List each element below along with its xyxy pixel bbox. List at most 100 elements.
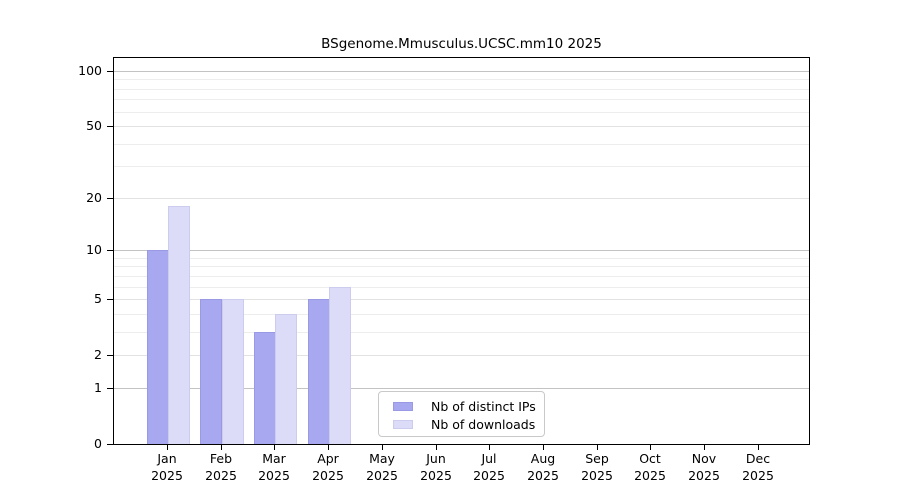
y-tick-mark bbox=[107, 355, 113, 356]
x-axis: Jan 2025 Feb 2025 Mar 2025 Apr 2025 May 2025 Jun 20… bbox=[113, 445, 810, 495]
bar-downloads bbox=[222, 299, 244, 444]
bar-downloads bbox=[168, 206, 190, 444]
gridline bbox=[114, 276, 809, 277]
x-tick-year: 2025 bbox=[312, 467, 344, 483]
x-tick-label: Aug 2025 bbox=[513, 451, 573, 484]
y-tick-mark bbox=[107, 444, 113, 445]
gridline bbox=[114, 332, 809, 333]
y-tick-label: 1 bbox=[94, 380, 102, 395]
x-tick-month: Feb bbox=[209, 451, 233, 466]
gridline bbox=[114, 198, 809, 199]
x-tick-label: Nov 2025 bbox=[674, 451, 734, 484]
x-tick-label: Feb 2025 bbox=[191, 451, 251, 484]
y-tick-label: 5 bbox=[94, 291, 102, 306]
x-tick-mark bbox=[650, 445, 651, 450]
x-tick-month: Aug bbox=[530, 451, 556, 466]
x-tick-mark bbox=[221, 445, 222, 450]
x-tick-year: 2025 bbox=[473, 467, 505, 483]
bar-distinct-ips bbox=[147, 250, 169, 444]
gridline bbox=[114, 287, 809, 288]
bar-distinct-ips bbox=[308, 299, 330, 444]
distinct-ips-swatch-icon bbox=[393, 401, 413, 411]
x-tick-mark bbox=[436, 445, 437, 450]
x-tick-label: Dec 2025 bbox=[728, 451, 788, 484]
y-tick-mark bbox=[107, 126, 113, 127]
x-tick-year: 2025 bbox=[151, 467, 183, 483]
x-tick-month: Jul bbox=[481, 451, 497, 466]
gridline bbox=[114, 99, 809, 100]
legend: Nb of distinct IPs Nb of downloads bbox=[378, 391, 545, 437]
plot-area: Nb of distinct IPs Nb of downloads bbox=[113, 57, 810, 445]
bar-downloads bbox=[329, 287, 351, 444]
x-tick-month: Dec bbox=[745, 451, 771, 466]
x-tick-label: Mar 2025 bbox=[244, 451, 304, 484]
x-tick-mark bbox=[489, 445, 490, 450]
gridline bbox=[114, 250, 809, 251]
y-tick-label: 20 bbox=[86, 190, 102, 205]
gridline bbox=[114, 89, 809, 90]
x-tick-year: 2025 bbox=[420, 467, 452, 483]
x-tick-month: Sep bbox=[585, 451, 609, 466]
x-tick-label: Oct 2025 bbox=[620, 451, 680, 484]
chart-title: BSgenome.Mmusculus.UCSC.mm10 2025 bbox=[321, 36, 602, 52]
x-tick-mark bbox=[382, 445, 383, 450]
y-axis: 0 1 2 5 10 20 50 100 bbox=[0, 57, 113, 451]
x-tick-mark bbox=[274, 445, 275, 450]
y-tick-label: 10 bbox=[86, 242, 102, 257]
x-tick-year: 2025 bbox=[581, 467, 613, 483]
bar-distinct-ips bbox=[254, 332, 276, 444]
x-tick-mark bbox=[328, 445, 329, 450]
gridline bbox=[114, 266, 809, 267]
x-tick-year: 2025 bbox=[366, 467, 398, 483]
x-tick-label: Jan 2025 bbox=[137, 451, 197, 484]
legend-item-downloads: Nb of downloads bbox=[393, 415, 544, 433]
y-tick-label: 2 bbox=[94, 347, 102, 362]
y-tick-label: 0 bbox=[94, 436, 102, 451]
x-tick-month: Jun bbox=[426, 451, 446, 466]
gridline bbox=[114, 126, 809, 127]
y-tick-mark bbox=[107, 299, 113, 300]
gridline bbox=[114, 71, 809, 72]
gridline bbox=[114, 144, 809, 145]
gridline bbox=[114, 79, 809, 80]
x-tick-month: Jan bbox=[157, 451, 177, 466]
gridline bbox=[114, 355, 809, 356]
gridline bbox=[114, 112, 809, 113]
x-tick-year: 2025 bbox=[688, 467, 720, 483]
gridline bbox=[114, 314, 809, 315]
x-tick-year: 2025 bbox=[527, 467, 559, 483]
x-tick-month: Nov bbox=[691, 451, 717, 466]
y-tick-label: 50 bbox=[86, 118, 102, 133]
y-tick-mark bbox=[107, 250, 113, 251]
gridline bbox=[114, 258, 809, 259]
gridline bbox=[114, 166, 809, 167]
y-tick-label: 100 bbox=[78, 63, 102, 78]
y-tick-mark bbox=[107, 71, 113, 72]
x-tick-month: Apr bbox=[317, 451, 339, 466]
x-tick-month: Oct bbox=[639, 451, 661, 466]
x-tick-mark bbox=[167, 445, 168, 450]
x-tick-mark bbox=[758, 445, 759, 450]
x-tick-label: Sep 2025 bbox=[567, 451, 627, 484]
x-tick-label: May 2025 bbox=[352, 451, 412, 484]
x-tick-mark bbox=[597, 445, 598, 450]
y-tick-mark bbox=[107, 198, 113, 199]
x-tick-year: 2025 bbox=[205, 467, 237, 483]
x-tick-year: 2025 bbox=[742, 467, 774, 483]
x-tick-mark bbox=[543, 445, 544, 450]
gridline bbox=[114, 299, 809, 300]
x-tick-year: 2025 bbox=[258, 467, 290, 483]
x-tick-month: Mar bbox=[262, 451, 286, 466]
bar-downloads bbox=[275, 314, 297, 444]
x-tick-label: Apr 2025 bbox=[298, 451, 358, 484]
legend-item-distinct-ips: Nb of distinct IPs bbox=[393, 397, 544, 415]
x-tick-label: Jun 2025 bbox=[406, 451, 466, 484]
downloads-swatch-icon bbox=[393, 419, 413, 429]
gridline bbox=[114, 388, 809, 389]
x-tick-year: 2025 bbox=[634, 467, 666, 483]
y-tick-mark bbox=[107, 388, 113, 389]
x-tick-label: Jul 2025 bbox=[459, 451, 519, 484]
legend-label-downloads: Nb of downloads bbox=[431, 416, 536, 432]
x-tick-mark bbox=[704, 445, 705, 450]
x-tick-month: May bbox=[369, 451, 395, 466]
